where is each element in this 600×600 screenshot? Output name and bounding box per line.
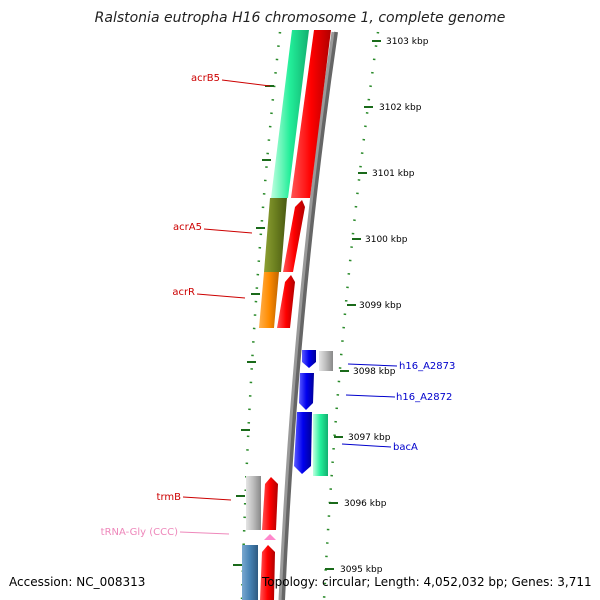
gene-label-acrR[interactable]: acrR [172, 287, 195, 298]
acrA5-gene[interactable] [264, 198, 287, 272]
h16_A2873-gray-gene[interactable] [319, 351, 333, 371]
left-dotted-ring [240, 31, 282, 600]
right-dotted-ring [322, 31, 380, 600]
label-leaders [179, 79, 398, 535]
bacA-green-gene[interactable] [313, 414, 328, 476]
h16_A2872-gene[interactable] [299, 373, 314, 410]
gene-labels: acrB5 acrA5 acrR h16_A2873 h16_A2872 bac… [101, 73, 456, 538]
gene-label-h16_A2873[interactable]: h16_A2873 [399, 361, 455, 372]
gene-track-reverse [294, 350, 333, 476]
gene-label-trna-gly[interactable]: tRNA-Gly (CCC) [101, 527, 178, 538]
trmB-gene[interactable] [246, 476, 261, 530]
cds-arrow[interactable] [262, 477, 278, 530]
cds-arrow[interactable] [277, 275, 295, 328]
cds-arrow[interactable] [291, 30, 331, 198]
trna-gly-gene[interactable] [264, 534, 276, 540]
tick-label: 3100 kbp [365, 235, 408, 245]
tick-label: 3102 kbp [379, 103, 422, 113]
cds-arrow[interactable] [260, 545, 275, 600]
gene-label-h16_A2872[interactable]: h16_A2872 [396, 392, 452, 403]
gene-label-acrB5[interactable]: acrB5 [191, 73, 220, 84]
tick-label: 3095 kbp [340, 565, 383, 575]
cds-arrow[interactable] [283, 200, 305, 272]
backbone-shadow [281, 31, 338, 600]
map-title: Ralstonia eutropha H16 chromosome 1, com… [94, 10, 506, 26]
tick-label: 3098 kbp [353, 367, 396, 377]
genome-summary-text: Topology: circular; Length: 4,052,032 bp… [262, 575, 592, 589]
acrR-gene[interactable] [259, 272, 279, 328]
gene-label-bacA[interactable]: bacA [393, 442, 418, 453]
gene-label-acrA5[interactable]: acrA5 [173, 222, 202, 233]
cds-track-forward [260, 30, 331, 600]
acrB5-gene[interactable] [271, 30, 309, 198]
h16_A2873-gene[interactable] [302, 350, 316, 368]
tick-label: 3097 kbp [348, 433, 391, 443]
gene-track-outer [242, 30, 309, 600]
tick-label: 3103 kbp [386, 37, 429, 47]
blue-gene[interactable] [242, 545, 258, 600]
backbone [278, 31, 335, 600]
bacA-gene[interactable] [294, 412, 312, 474]
tick-labels: 3103 kbp 3102 kbp 3101 kbp 3100 kbp 3099… [340, 37, 429, 575]
tick-label: 3099 kbp [359, 301, 402, 311]
tick-label: 3096 kbp [344, 499, 387, 509]
tick-label: 3101 kbp [372, 169, 415, 179]
gene-label-trmB[interactable]: trmB [157, 492, 182, 503]
accession-text: Accession: NC_008313 [9, 575, 146, 589]
